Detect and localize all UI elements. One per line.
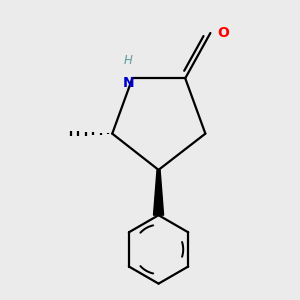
Text: N: N	[122, 76, 134, 90]
Polygon shape	[154, 170, 164, 215]
Text: H: H	[124, 54, 133, 67]
Text: O: O	[217, 26, 229, 40]
